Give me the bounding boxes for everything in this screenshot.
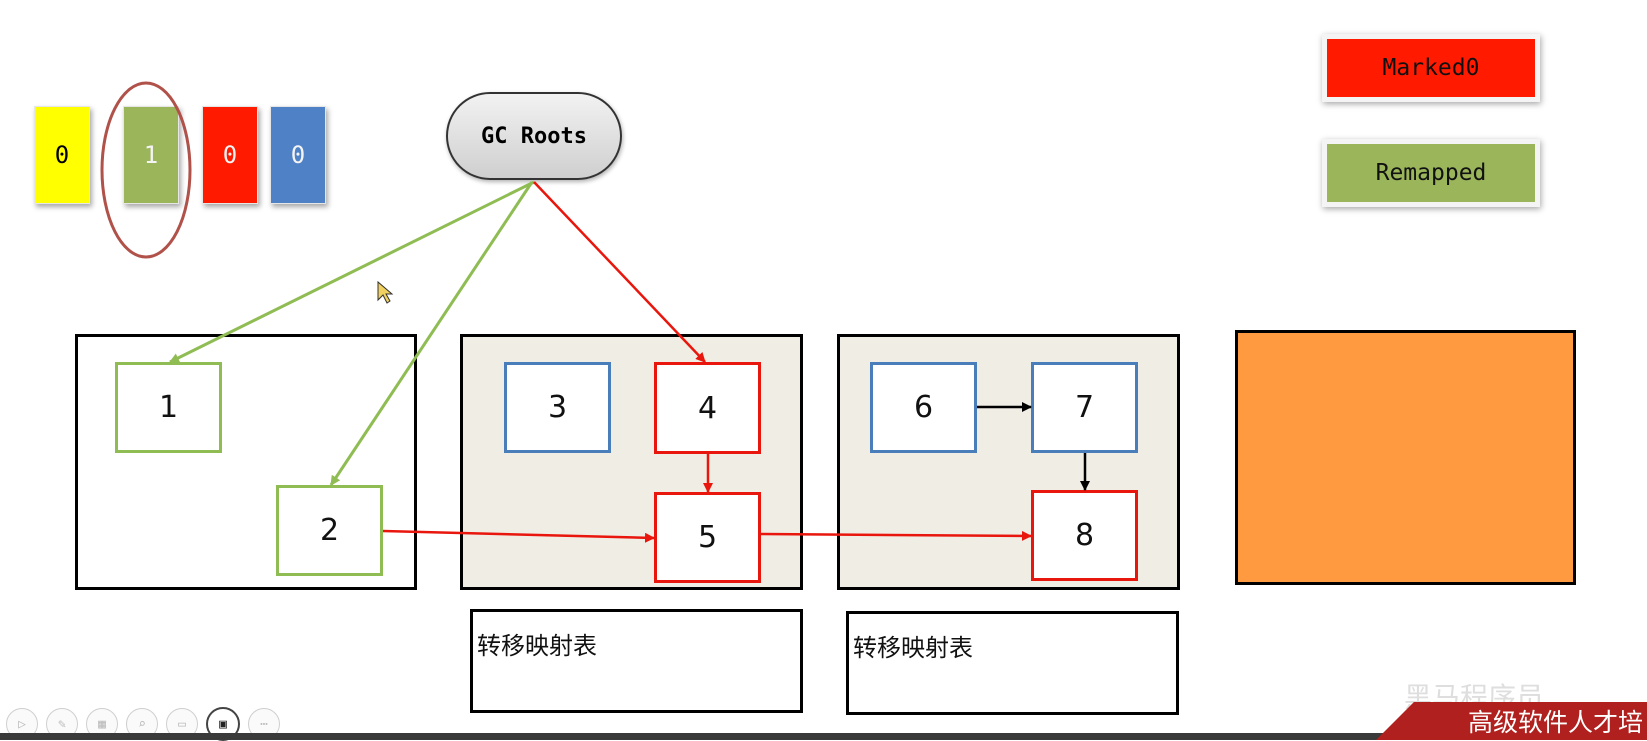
bit-value-3: 0 — [290, 141, 306, 169]
object-8: 8 — [1031, 490, 1138, 581]
brand-banner: 高级软件人才培 — [1376, 702, 1647, 740]
object-2-label: 2 — [319, 513, 340, 548]
object-4-label: 4 — [697, 390, 718, 426]
object-8-label: 8 — [1074, 518, 1095, 553]
bit-box-0: 0 — [34, 106, 90, 204]
forwarding-table-1: 转移映射表 — [470, 609, 803, 713]
object-4: 4 — [654, 362, 761, 454]
bit-value-1: 1 — [143, 141, 159, 169]
mouse-cursor-icon — [377, 280, 394, 304]
gc-roots-node: GC Roots — [446, 92, 622, 180]
gc-roots-label: GC Roots — [481, 123, 587, 149]
forwarding-table-2-label: 转移映射表 — [853, 634, 973, 662]
object-6: 6 — [870, 362, 977, 453]
edge-gcroots-to-2 — [329, 181, 534, 486]
legend-remapped: Remapped — [1322, 139, 1540, 207]
object-3: 3 — [504, 362, 611, 453]
edge-gcroots-to-1 — [169, 180, 535, 364]
highlight-circle — [100, 81, 192, 259]
bottom-bar — [0, 733, 1647, 740]
legend-remapped-label: Remapped — [1375, 160, 1487, 186]
edge-5-to-8 — [760, 530, 1032, 541]
object-2: 2 — [276, 485, 383, 576]
bit-box-1: 1 — [123, 106, 179, 204]
region-1 — [75, 334, 417, 590]
forwarding-table-1-label: 转移映射表 — [477, 632, 597, 660]
legend-marked0-label: Marked0 — [1382, 55, 1480, 81]
object-5-label: 5 — [697, 520, 718, 555]
bit-box-3: 0 — [270, 106, 326, 204]
object-7-label: 7 — [1074, 390, 1095, 425]
legend-marked0: Marked0 — [1322, 34, 1540, 102]
object-5: 5 — [654, 492, 761, 583]
object-1-label: 1 — [158, 390, 179, 425]
object-6-label: 6 — [913, 390, 934, 425]
region-4-orange — [1235, 330, 1576, 585]
object-3-label: 3 — [547, 390, 568, 425]
bit-value-0: 0 — [54, 141, 70, 169]
bit-value-2: 0 — [222, 141, 238, 169]
bit-box-2: 0 — [202, 106, 258, 204]
edge-gcroots-to-4 — [533, 181, 706, 363]
forwarding-table-2: 转移映射表 — [846, 611, 1179, 715]
object-7: 7 — [1031, 362, 1138, 453]
edge-2-to-5 — [382, 529, 655, 543]
object-1: 1 — [115, 362, 222, 453]
